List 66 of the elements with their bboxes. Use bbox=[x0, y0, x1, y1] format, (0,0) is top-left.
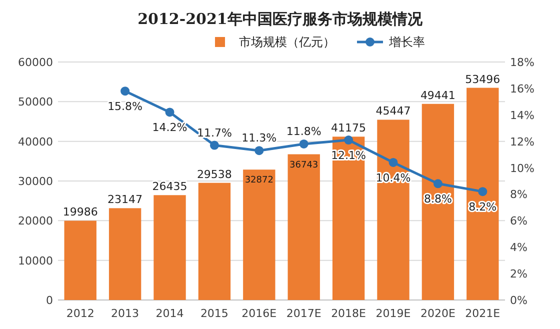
y2-tick-label: 2% bbox=[510, 268, 528, 281]
data-label: 15.8% bbox=[108, 100, 143, 114]
data-label: 32872 bbox=[244, 176, 274, 186]
y-tick-label: 0 bbox=[46, 294, 53, 307]
x-tick-label: 2012 bbox=[66, 307, 94, 320]
data-label: 53496 bbox=[465, 72, 500, 86]
bar bbox=[243, 170, 276, 300]
x-tick-label: 2017E bbox=[286, 307, 322, 320]
bar bbox=[422, 104, 454, 300]
y2-tick-label: 4% bbox=[510, 241, 528, 254]
x-tick-label: 2021E bbox=[465, 307, 500, 320]
point bbox=[254, 146, 264, 156]
data-label: 23147 bbox=[108, 193, 143, 206]
y2-tick-label: 12% bbox=[510, 135, 534, 148]
bar bbox=[64, 220, 96, 300]
data-label: 8.8% bbox=[424, 192, 452, 206]
data-label: 14.2% bbox=[152, 121, 188, 134]
data-label: 29538 bbox=[196, 168, 232, 181]
data-label: 36743 bbox=[290, 160, 318, 170]
chart-title: 2012-2021年中国医疗服务市场规模情况 bbox=[138, 10, 424, 28]
y2-tick-label: 0% bbox=[510, 294, 528, 307]
data-label: 11.3% bbox=[242, 132, 277, 145]
legend-label: 市场规模（亿元） bbox=[239, 35, 335, 49]
x-tick-label: 2018E bbox=[331, 307, 366, 320]
bar bbox=[198, 182, 231, 300]
data-label: 49441 bbox=[420, 88, 456, 102]
y2-tick-label: 14% bbox=[510, 108, 534, 122]
x-tick-label: 2019E bbox=[376, 307, 411, 320]
point bbox=[478, 187, 488, 196]
y-tick-label: 10000 bbox=[18, 254, 53, 268]
legend-label: 增长率 bbox=[388, 35, 425, 49]
bar bbox=[466, 88, 499, 300]
y-tick-label: 20000 bbox=[18, 214, 53, 228]
point bbox=[433, 179, 442, 188]
y2-tick-label: 10% bbox=[510, 162, 534, 175]
data-label: 19986 bbox=[62, 206, 98, 219]
bar bbox=[288, 154, 320, 300]
y-tick-label: 30000 bbox=[18, 175, 53, 188]
y-tick-label: 40000 bbox=[18, 135, 53, 148]
data-label: 8.2% bbox=[468, 200, 497, 214]
point bbox=[165, 108, 174, 117]
bar bbox=[154, 195, 186, 300]
point bbox=[210, 140, 219, 150]
data-label: 45447 bbox=[376, 104, 411, 118]
x-tick-label: 2015 bbox=[200, 307, 228, 320]
x-tick-label: 2016E bbox=[242, 307, 277, 320]
bar bbox=[377, 120, 410, 300]
y-tick-label: 50000 bbox=[18, 96, 53, 109]
y2-tick-label: 18% bbox=[510, 56, 534, 69]
y2-tick-label: 16% bbox=[510, 82, 534, 96]
data-label: 41175 bbox=[331, 122, 366, 135]
point bbox=[299, 139, 308, 148]
y2-tick-label: 8% bbox=[510, 188, 528, 202]
bar bbox=[332, 136, 365, 300]
x-tick-label: 2013 bbox=[111, 307, 140, 320]
point bbox=[344, 136, 354, 145]
y2-tick-label: 6% bbox=[510, 214, 528, 228]
data-label: 11.8% bbox=[286, 124, 322, 138]
y-tick-label: 60000 bbox=[18, 56, 53, 69]
x-tick-label: 2020E bbox=[420, 307, 456, 320]
bar bbox=[108, 208, 142, 300]
x-tick-label: 2014 bbox=[156, 307, 184, 320]
point bbox=[388, 158, 398, 167]
point bbox=[120, 86, 130, 96]
data-label: 26435 bbox=[152, 180, 188, 194]
data-label: 11.7% bbox=[196, 126, 232, 140]
